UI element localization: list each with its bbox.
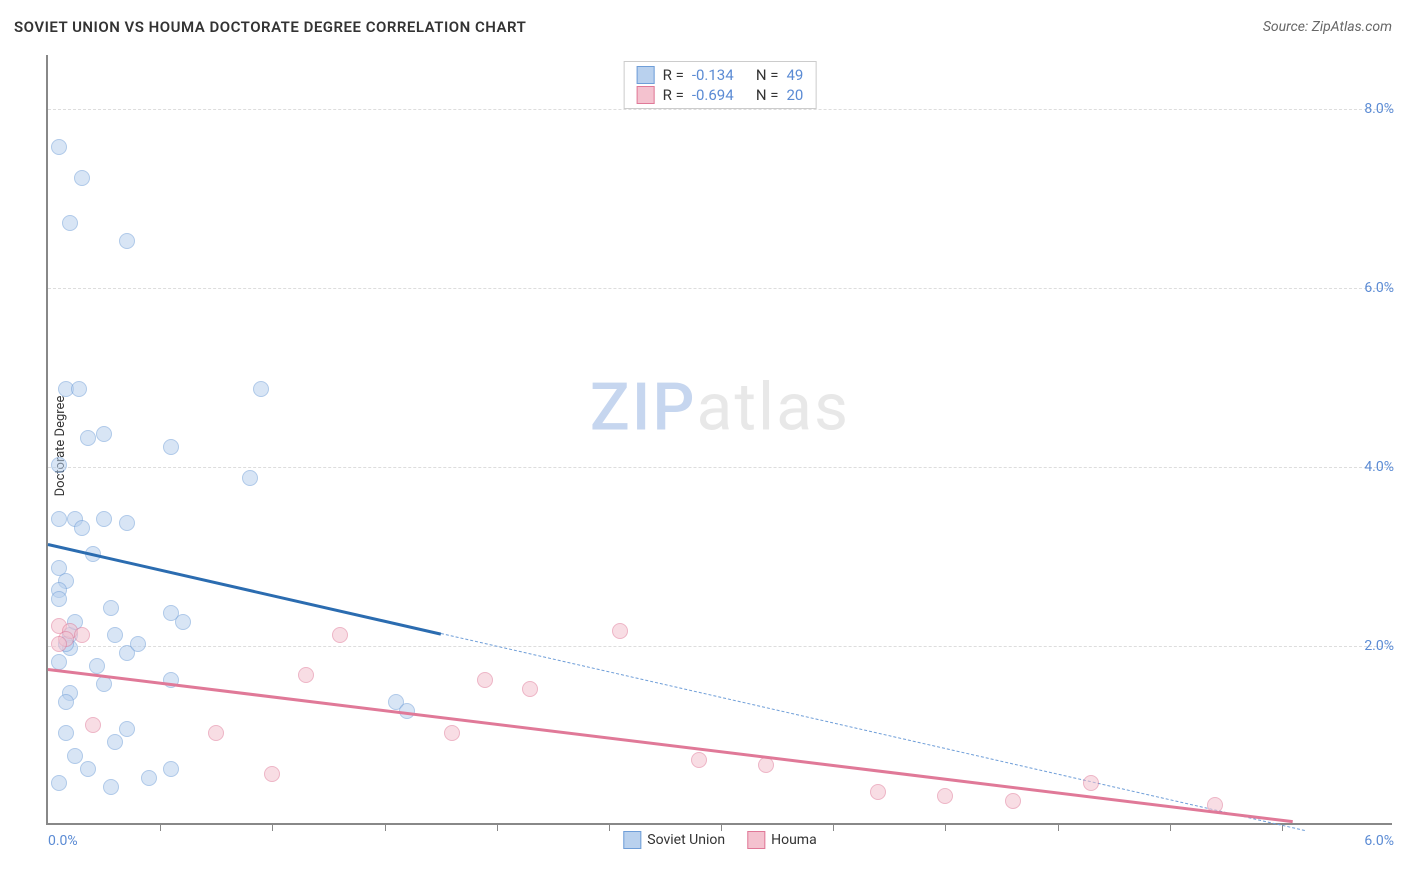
n-label: N = [756,66,779,84]
watermark-atlas: atlas [697,370,851,447]
data-point [264,766,280,782]
data-point [96,511,112,527]
data-point [67,748,83,764]
data-point [51,775,67,791]
data-point [58,725,74,741]
legend-label: Houma [771,832,817,848]
series-legend: Soviet Union Houma [623,831,816,849]
x-tick [272,823,273,831]
data-point [74,520,90,536]
x-tick [721,823,722,831]
watermark: ZIPatlas [590,370,850,447]
data-point [58,694,74,710]
y-tick-label: 8.0% [1364,101,1394,117]
data-point [51,636,67,652]
data-point [477,672,493,688]
data-point [119,515,135,531]
data-point [242,470,258,486]
data-point [163,439,179,455]
trend-line [48,668,1293,823]
x-tick [609,823,610,831]
data-point [119,233,135,249]
data-point [522,681,538,697]
data-point [208,725,224,741]
x-tick-label: 6.0% [1364,833,1394,849]
stats-legend: R = -0.134 N = 49 R = -0.694 N = 20 [624,61,817,109]
legend-item: Houma [747,831,817,849]
data-point [691,752,707,768]
data-point [51,139,67,155]
data-point [71,381,87,397]
legend-swatch [637,86,655,104]
r-value: -0.694 [692,86,748,104]
data-point [253,381,269,397]
x-tick [385,823,386,831]
n-value: 49 [786,66,803,84]
legend-swatch [637,66,655,84]
data-point [163,761,179,777]
chart-title: SOVIET UNION VS HOUMA DOCTORATE DEGREE C… [14,18,526,36]
data-point [107,734,123,750]
data-point [130,636,146,652]
data-point [298,667,314,683]
gridline [48,467,1392,468]
x-tick [1170,823,1171,831]
legend-item: Soviet Union [623,831,725,849]
data-point [175,614,191,630]
data-point [51,591,67,607]
data-point [96,676,112,692]
data-point [119,721,135,737]
data-point [74,170,90,186]
data-point [51,511,67,527]
legend-swatch [623,831,641,849]
data-point [870,784,886,800]
data-point [51,654,67,670]
data-point [80,761,96,777]
n-value: 20 [786,86,803,104]
x-tick [1058,823,1059,831]
data-point [103,779,119,795]
r-label: R = [663,66,684,84]
data-point [1083,775,1099,791]
stats-legend-row: R = -0.694 N = 20 [637,85,804,105]
chart-header: SOVIET UNION VS HOUMA DOCTORATE DEGREE C… [14,18,1392,36]
n-label: N = [756,86,779,104]
y-tick-label: 6.0% [1364,280,1394,296]
data-point [937,788,953,804]
data-point [89,658,105,674]
data-point [758,757,774,773]
data-point [103,600,119,616]
x-tick [160,823,161,831]
scatter-plot: ZIPatlas 2.0%4.0%6.0%8.0%0.0%6.0%R =-0.1… [46,55,1392,825]
data-point [85,717,101,733]
x-tick [833,823,834,831]
data-point [444,725,460,741]
source-label: Source: ZipAtlas.com [1263,19,1392,35]
data-point [141,770,157,786]
data-point [107,627,123,643]
gridline [48,288,1392,289]
data-point [51,457,67,473]
data-point [612,623,628,639]
data-point [1005,793,1021,809]
x-tick-label: 0.0% [48,833,78,849]
trend-line [48,543,441,635]
r-value: -0.134 [692,66,748,84]
data-point [332,627,348,643]
y-tick-label: 4.0% [1364,459,1394,475]
r-label: R = [663,86,684,104]
stats-legend-row: R = -0.134 N = 49 [637,65,804,85]
x-tick [945,823,946,831]
gridline [48,646,1392,647]
legend-label: Soviet Union [647,832,725,848]
watermark-zip: ZIP [590,370,697,447]
data-point [74,627,90,643]
data-point [96,426,112,442]
y-tick-label: 2.0% [1364,638,1394,654]
data-point [80,430,96,446]
legend-swatch [747,831,765,849]
x-tick [497,823,498,831]
data-point [62,215,78,231]
